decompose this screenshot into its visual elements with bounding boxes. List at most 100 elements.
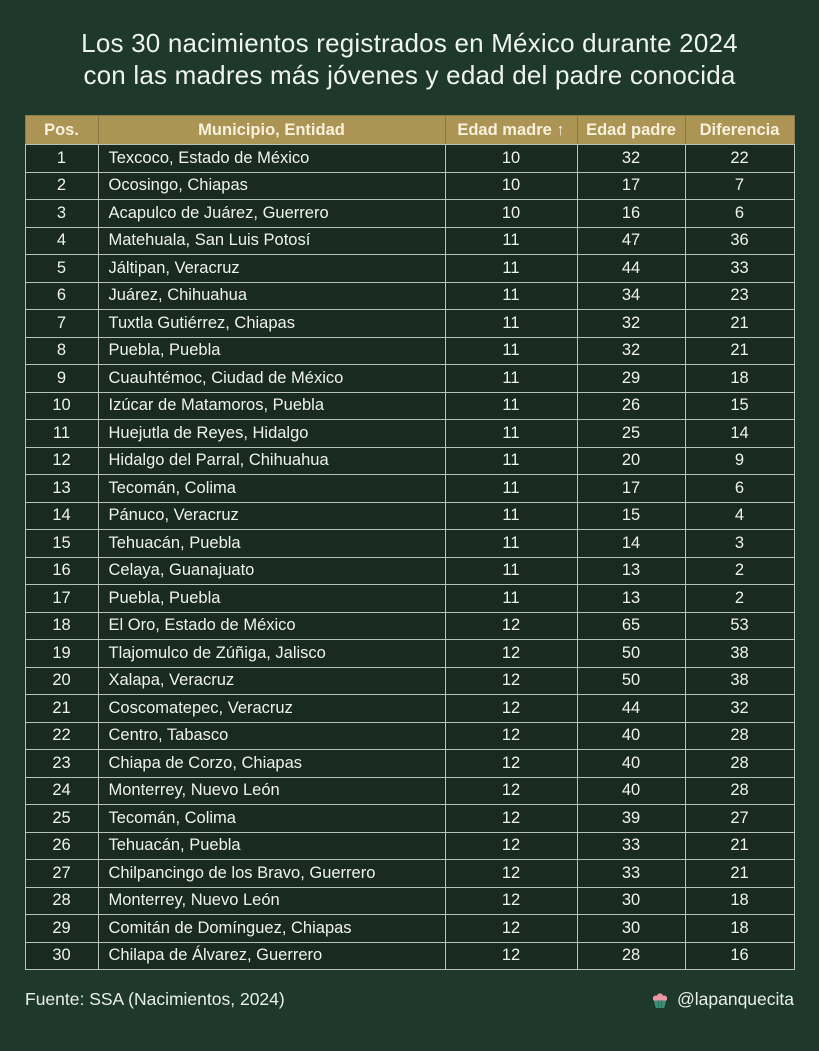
edad-padre-cell: 50: [576, 666, 686, 695]
pos-cell: 12: [24, 446, 99, 475]
pos-cell: 24: [24, 776, 99, 805]
table-row: 19 Tlajomulco de Zúñiga, Jalisco 12 50 38: [24, 639, 795, 668]
edad-madre-cell: 12: [444, 694, 578, 723]
table-row: 27 Chilpancingo de los Bravo, Guerrero 12 3…: [24, 859, 795, 888]
edad-padre-cell: 17: [576, 474, 686, 503]
diferencia-cell: 2: [684, 584, 795, 613]
edad-padre-cell: 30: [576, 914, 686, 943]
table-row: 4 Matehuala, San Luis Potosí 11 47 36: [24, 226, 795, 255]
table-row: 24 Monterrey, Nuevo León 12 40 28: [24, 776, 795, 805]
pos-cell: 28: [24, 886, 99, 915]
table-row: 8 Puebla, Puebla 11 32 21: [24, 336, 795, 365]
pos-cell: 27: [24, 859, 99, 888]
diferencia-cell: 21: [684, 309, 795, 338]
table-row: 6 Juárez, Chihuahua 11 34 23: [24, 281, 795, 310]
pos-cell: 16: [24, 556, 99, 585]
column-header-edad-padre: Edad padre: [576, 115, 686, 145]
page-title: Los 30 nacimientos registrados en México…: [30, 27, 790, 91]
diferencia-cell: 22: [684, 144, 795, 173]
edad-padre-cell: 16: [576, 199, 686, 228]
diferencia-cell: 18: [684, 364, 795, 393]
pos-cell: 6: [24, 281, 99, 310]
municipio-cell: Huejutla de Reyes, Hidalgo: [97, 419, 446, 448]
credit: @lapanquecita: [650, 989, 794, 1010]
edad-padre-cell: 65: [576, 611, 686, 640]
edad-madre-cell: 11: [444, 226, 578, 255]
edad-madre-cell: 12: [444, 776, 578, 805]
municipio-cell: Tecomán, Colima: [97, 474, 446, 503]
page-title-line1: Los 30 nacimientos registrados en México…: [81, 28, 738, 58]
municipio-cell: Chilpancingo de los Bravo, Guerrero: [97, 859, 446, 888]
table-row: 17 Puebla, Puebla 11 13 2: [24, 584, 795, 613]
diferencia-cell: 53: [684, 611, 795, 640]
table-row: 14 Pánuco, Veracruz 11 15 4: [24, 501, 795, 530]
edad-padre-cell: 17: [576, 171, 686, 200]
pos-cell: 3: [24, 199, 99, 228]
diferencia-cell: 14: [684, 419, 795, 448]
diferencia-cell: 38: [684, 666, 795, 695]
table-row: 30 Chilapa de Álvarez, Guerrero 12 28 16: [24, 941, 795, 970]
municipio-cell: Comitán de Domínguez, Chiapas: [97, 914, 446, 943]
edad-padre-cell: 13: [576, 584, 686, 613]
table-row: 18 El Oro, Estado de México 12 65 53: [24, 611, 795, 640]
edad-madre-cell: 12: [444, 914, 578, 943]
table-body: 1 Texcoco, Estado de México 10 32 22 2 Ocosing…: [24, 144, 795, 970]
edad-madre-cell: 11: [444, 309, 578, 338]
municipio-cell: Tuxtla Gutiérrez, Chiapas: [97, 309, 446, 338]
edad-padre-cell: 40: [576, 721, 686, 750]
page-title-line2: con las madres más jóvenes y edad del pa…: [83, 60, 736, 90]
edad-madre-cell: 10: [444, 199, 578, 228]
column-header-pos: Pos.: [24, 115, 99, 145]
pos-cell: 8: [24, 336, 99, 365]
edad-madre-cell: 11: [444, 556, 578, 585]
municipio-cell: Tehuacán, Puebla: [97, 831, 446, 860]
edad-padre-cell: 32: [576, 336, 686, 365]
municipio-cell: Chiapa de Corzo, Chiapas: [97, 749, 446, 778]
diferencia-cell: 21: [684, 336, 795, 365]
column-header-diferencia: Diferencia: [684, 115, 795, 145]
edad-madre-cell: 11: [444, 391, 578, 420]
credit-handle: @lapanquecita: [676, 989, 794, 1009]
edad-madre-cell: 11: [444, 254, 578, 283]
diferencia-cell: 28: [684, 721, 795, 750]
pos-cell: 29: [24, 914, 99, 943]
pos-cell: 2: [24, 171, 99, 200]
cupcake-icon: [650, 990, 670, 1010]
diferencia-cell: 7: [684, 171, 795, 200]
diferencia-cell: 16: [684, 941, 795, 970]
table-row: 20 Xalapa, Veracruz 12 50 38: [24, 666, 795, 695]
pos-cell: 17: [24, 584, 99, 613]
municipio-cell: Tehuacán, Puebla: [97, 529, 446, 558]
municipio-cell: Xalapa, Veracruz: [97, 666, 446, 695]
municipio-cell: Chilapa de Álvarez, Guerrero: [97, 941, 446, 970]
edad-madre-cell: 12: [444, 639, 578, 668]
municipio-cell: Texcoco, Estado de México: [97, 144, 446, 173]
pos-cell: 1: [24, 144, 99, 173]
edad-padre-cell: 25: [576, 419, 686, 448]
edad-padre-cell: 44: [576, 254, 686, 283]
table-row: 21 Coscomatepec, Veracruz 12 44 32: [24, 694, 795, 723]
pos-cell: 20: [24, 666, 99, 695]
edad-padre-cell: 39: [576, 804, 686, 833]
municipio-cell: Ocosingo, Chiapas: [97, 171, 446, 200]
edad-madre-cell: 12: [444, 749, 578, 778]
diferencia-cell: 21: [684, 831, 795, 860]
municipio-cell: Monterrey, Nuevo León: [97, 886, 446, 915]
diferencia-cell: 6: [684, 199, 795, 228]
edad-padre-cell: 29: [576, 364, 686, 393]
edad-madre-cell: 11: [444, 474, 578, 503]
municipio-cell: Matehuala, San Luis Potosí: [97, 226, 446, 255]
table-row: 9 Cuauhtémoc, Ciudad de México 11 29 18: [24, 364, 795, 393]
edad-padre-cell: 33: [576, 859, 686, 888]
table-header-row: Pos. Municipio, Entidad Edad madre ↑ Eda…: [24, 115, 795, 145]
edad-madre-cell: 12: [444, 666, 578, 695]
table-row: 2 Ocosingo, Chiapas 10 17 7: [24, 171, 795, 200]
edad-madre-cell: 11: [444, 446, 578, 475]
table-row: 12 Hidalgo del Parral, Chihuahua 11 20 9: [24, 446, 795, 475]
municipio-cell: Juárez, Chihuahua: [97, 281, 446, 310]
municipio-cell: Izúcar de Matamoros, Puebla: [97, 391, 446, 420]
pos-cell: 23: [24, 749, 99, 778]
diferencia-cell: 36: [684, 226, 795, 255]
edad-padre-cell: 33: [576, 831, 686, 860]
edad-madre-cell: 11: [444, 529, 578, 558]
